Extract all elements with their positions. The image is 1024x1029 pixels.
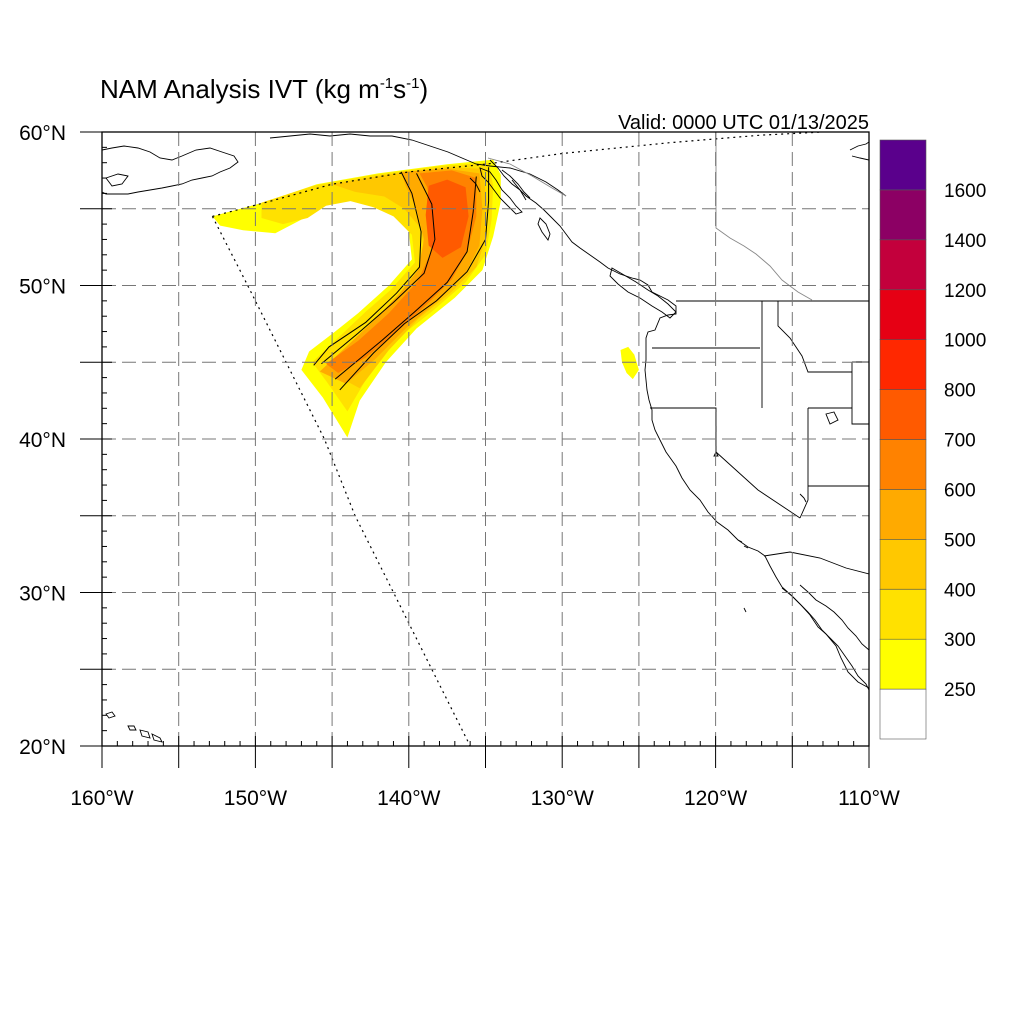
hawaii-islands	[105, 711, 163, 743]
bc-alaska-border	[487, 157, 567, 197]
idaho-border	[761, 301, 852, 408]
haida-gwaii	[537, 217, 551, 241]
valid-time-label: Valid: 0000 UTC 01/13/2025	[618, 112, 869, 134]
coastlines-and-borders	[102, 132, 869, 743]
colorbar-swatch	[879, 638, 927, 690]
colorbar: 250 300 400 500 600 700 800 1000 1200 1400 1600	[879, 139, 986, 740]
lon-tick-label: 120°W	[684, 787, 747, 810]
channel-islands	[737, 539, 749, 613]
hudson-coastline	[849, 141, 869, 161]
baja-coastline	[781, 587, 869, 691]
colorbar-label: 500	[944, 530, 976, 551]
lon-tick-label: 140°W	[377, 787, 440, 810]
lat-tick-label: 20°N	[19, 736, 66, 759]
axis-tick-labels: 160°W 150°W 140°W 130°W 120°W 110°W 20°N 30°N 40…	[19, 122, 900, 810]
colorbar-label: 1000	[944, 331, 986, 352]
us-mexico-border	[763, 551, 869, 575]
colorbar-swatch	[879, 289, 927, 340]
lon-tick-label: 160°W	[70, 787, 133, 810]
ivt-contour-500	[334, 176, 477, 380]
colorbar-label: 300	[944, 630, 976, 651]
ivt-contour-500	[321, 173, 436, 365]
colorbar-label: 1600	[944, 181, 986, 202]
colorbar-swatch	[879, 538, 927, 590]
ivt-shading	[212, 159, 639, 438]
colorbar-swatch	[879, 189, 927, 241]
ivt-contour-250	[339, 167, 490, 391]
colorbar-label: 400	[944, 580, 976, 601]
model-domain-boundary	[211, 132, 824, 746]
colorbar-swatch	[879, 688, 927, 740]
lat-tick-label: 30°N	[19, 583, 66, 606]
alaska-north-coast	[269, 133, 567, 197]
colorbar-label: 250	[944, 680, 976, 701]
colorbar-swatch	[879, 139, 927, 191]
axis-ticks	[80, 131, 870, 768]
gulf-of-california-islands	[799, 493, 807, 503]
ivt-contours	[313, 167, 490, 391]
colorbar-swatch	[879, 239, 927, 291]
colorbar-swatch	[879, 439, 927, 490]
alexander-archipelago	[469, 167, 531, 215]
alaska-coastline	[102, 145, 239, 195]
lon-tick-label: 110°W	[838, 787, 900, 810]
colorbar-label: 700	[944, 431, 976, 452]
chart-title: NAM Analysis IVT (kg m-1s-1)	[100, 74, 428, 104]
colorbar-label: 1400	[944, 231, 986, 252]
ivt-region-700	[425, 179, 469, 258]
ivt-contour-250	[313, 171, 422, 366]
colorbar-swatch	[879, 588, 927, 640]
colorbar-swatch	[879, 489, 927, 540]
lat-tick-label: 60°N	[19, 122, 66, 145]
colorbar-label: 600	[944, 480, 976, 501]
kodiak-island	[105, 173, 129, 187]
lon-tick-label: 130°W	[531, 787, 594, 810]
west-coastline	[489, 159, 869, 689]
lat-tick-label: 50°N	[19, 276, 66, 299]
great-salt-lake	[825, 411, 839, 425]
domain-boundary-west	[211, 216, 471, 746]
colorbar-label: 800	[944, 381, 976, 402]
colorbar-swatch	[879, 389, 927, 440]
vancouver-island	[609, 267, 677, 319]
lat-tick-label: 40°N	[19, 429, 66, 452]
ivt-region-250	[620, 346, 639, 380]
lon-tick-label: 150°W	[224, 787, 287, 810]
bc-yukon-border	[715, 132, 813, 301]
colorbar-label: 1200	[944, 281, 986, 302]
colorbar-swatch	[879, 339, 927, 390]
mainland-mexico-coast	[799, 584, 869, 651]
graticule	[102, 132, 869, 746]
